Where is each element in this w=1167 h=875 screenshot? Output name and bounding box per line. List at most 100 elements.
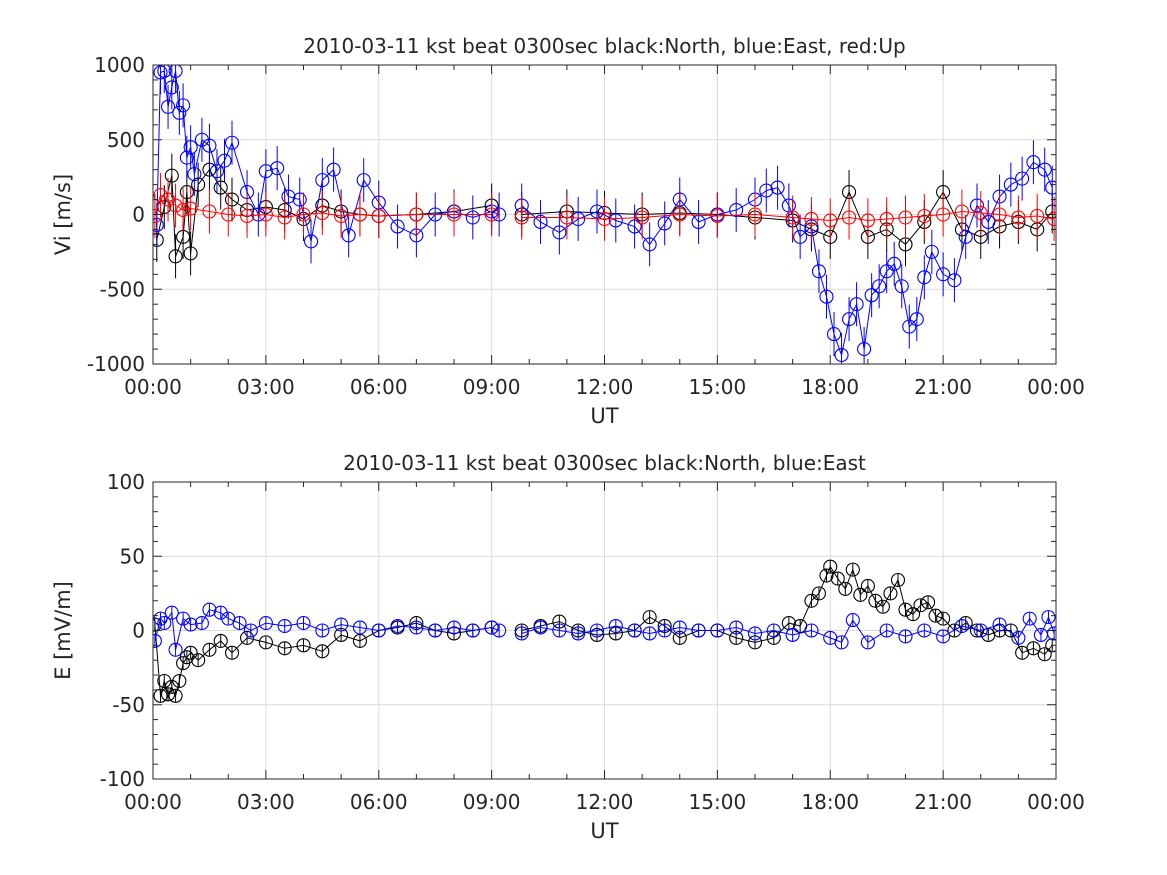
x-tick-label: 06:00 <box>350 375 408 399</box>
data-point <box>811 264 827 279</box>
data-point <box>804 593 819 608</box>
data-point <box>657 216 672 231</box>
data-point <box>183 140 198 155</box>
data-point <box>552 623 567 638</box>
data-point <box>860 635 875 650</box>
data-point <box>804 211 819 227</box>
x-tick-label: 12:00 <box>576 790 634 814</box>
data-point <box>240 208 255 224</box>
chart-electric-field: 00:00 03:00 06:00 09:00 12:00 15:00 18:00 21:00… <box>51 451 1085 843</box>
data-point <box>947 623 962 638</box>
data-point <box>1011 210 1026 225</box>
data-point <box>240 630 255 645</box>
data-point <box>296 207 311 222</box>
data-point <box>277 618 292 634</box>
data-point <box>296 616 311 631</box>
data-point <box>928 608 943 623</box>
data-point <box>183 617 198 632</box>
x-tick-label: 03:00 <box>237 375 295 399</box>
data-point <box>217 153 232 168</box>
data-point <box>608 213 623 228</box>
series-north <box>153 559 1056 703</box>
y-tick-label: -50 <box>112 693 145 717</box>
data-point <box>710 623 725 638</box>
data-point <box>409 620 424 635</box>
data-point <box>315 644 330 659</box>
data-point <box>446 620 462 635</box>
x-tick-label: 09:00 <box>463 790 521 814</box>
data-point <box>729 202 744 218</box>
data-point <box>202 602 217 617</box>
data-point <box>164 605 179 620</box>
data-point <box>356 173 371 188</box>
data-point <box>759 183 774 198</box>
data-point <box>213 633 228 648</box>
data-point <box>902 319 917 334</box>
data-point <box>168 688 183 703</box>
data-point <box>187 167 202 182</box>
data-point <box>958 229 973 244</box>
chart-velocity: 00:00 03:00 06:00 09:00 12:00 15:00 18:00 21:00… <box>51 34 1085 428</box>
data-point <box>860 578 875 594</box>
y-tick-label: -500 <box>100 277 145 301</box>
data-point <box>729 620 744 635</box>
data-point <box>315 623 330 638</box>
data-point <box>258 635 273 650</box>
data-point <box>1041 610 1056 625</box>
y-tick-label: 100 <box>107 470 145 494</box>
data-point <box>905 607 921 622</box>
x-tick-label: 06:00 <box>350 790 408 814</box>
data-point <box>371 208 386 224</box>
data-point <box>1047 626 1056 641</box>
data-point <box>153 188 168 203</box>
data-point <box>793 229 808 244</box>
data-point <box>341 228 356 243</box>
data-point <box>875 599 890 614</box>
data-point <box>191 177 206 192</box>
data-point <box>1045 638 1056 653</box>
data-point <box>747 626 763 641</box>
data-point <box>1047 211 1056 227</box>
data-point <box>954 204 969 219</box>
y-tick-label: 0 <box>132 619 145 643</box>
data-point <box>153 633 162 648</box>
data-point <box>657 623 672 638</box>
data-point <box>642 610 657 625</box>
data-point <box>838 581 853 596</box>
data-point <box>371 623 386 638</box>
data-point <box>864 288 879 303</box>
data-point <box>484 207 499 222</box>
data-point <box>161 99 176 114</box>
data-point <box>992 207 1007 222</box>
data-point <box>691 623 706 638</box>
data-point <box>224 192 240 207</box>
data-point <box>191 653 206 668</box>
data-point <box>161 687 176 702</box>
data-point <box>202 138 217 153</box>
x-tick-label: 03:00 <box>237 790 295 814</box>
data-point <box>390 219 405 234</box>
data-point <box>334 208 349 224</box>
data-point <box>635 210 650 225</box>
data-point <box>710 208 725 224</box>
data-point <box>936 611 951 626</box>
data-point <box>514 210 529 225</box>
data-point <box>492 623 507 638</box>
data-point <box>1030 208 1045 224</box>
data-point <box>898 210 913 225</box>
data-point <box>153 688 168 703</box>
data-point <box>973 205 988 221</box>
data-point <box>627 623 642 638</box>
y-tick-label: 1000 <box>94 53 145 77</box>
data-point <box>296 638 311 653</box>
x-tick-label: 21:00 <box>914 375 972 399</box>
data-point <box>281 189 296 204</box>
data-point <box>830 571 845 586</box>
data-point <box>157 65 172 79</box>
data-point <box>917 270 932 285</box>
data-point <box>872 279 887 294</box>
data-point <box>446 207 462 222</box>
data-point <box>243 623 258 638</box>
data-point <box>890 572 906 588</box>
data-point <box>202 642 217 657</box>
